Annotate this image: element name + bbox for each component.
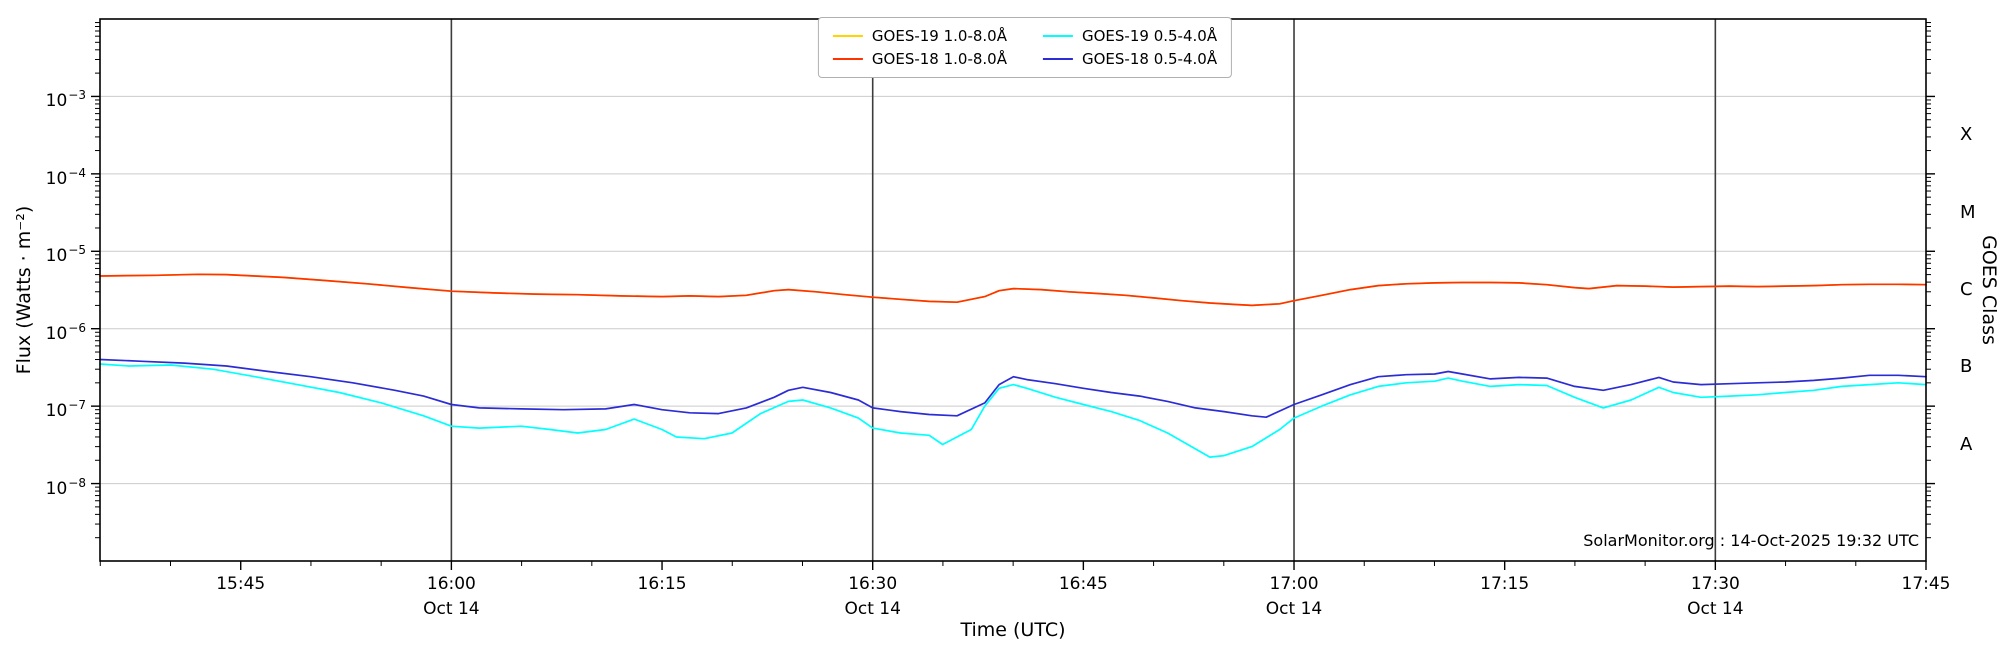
flux-series-goes18-long [99,273,1927,307]
legend-line-swatch-goes19-short [1043,35,1073,37]
legend-line-swatch-goes18-long [832,58,863,60]
y-axis-label: Flux (Watts · m⁻²) [13,205,35,375]
legend-item-goes18-long: GOES-18 1.0-8.0Å [832,49,1007,69]
flux-series-goes19-long [99,273,1927,307]
legend-label-goes19-long: GOES-19 1.0-8.0Å [871,27,1007,45]
legend-label-goes18-long: GOES-18 1.0-8.0Å [871,50,1007,68]
solarmonitor-watermark: SolarMonitor.org : 14-Oct-2025 19:32 UTC [1583,531,1919,550]
legend-label-goes18-short: GOES-18 0.5-4.0Å [1082,50,1218,68]
flux-series-goes19-short [99,363,1927,458]
goes-class-axis-label: GOES Class [1978,235,2000,345]
legend-item-goes19-long: GOES-19 1.0-8.0Å [832,26,1007,46]
legend-line-swatch-goes18-short [1043,58,1073,60]
legend-item-goes18-short: GOES-18 0.5-4.0Å [1043,49,1217,69]
legend-label-goes19-short: GOES-19 0.5-4.0Å [1082,27,1218,45]
legend-line-swatch-goes19-long [832,35,863,37]
x-axis-label: Time (UTC) [960,619,1066,641]
legend-item-goes19-short: GOES-19 0.5-4.0Å [1043,26,1217,46]
legend-box: GOES-19 1.0-8.0Å GOES-18 1.0-8.0Å GOES-19 … [817,17,1233,78]
plot-border [99,18,1927,562]
flux-series-goes18-short [99,358,1927,419]
